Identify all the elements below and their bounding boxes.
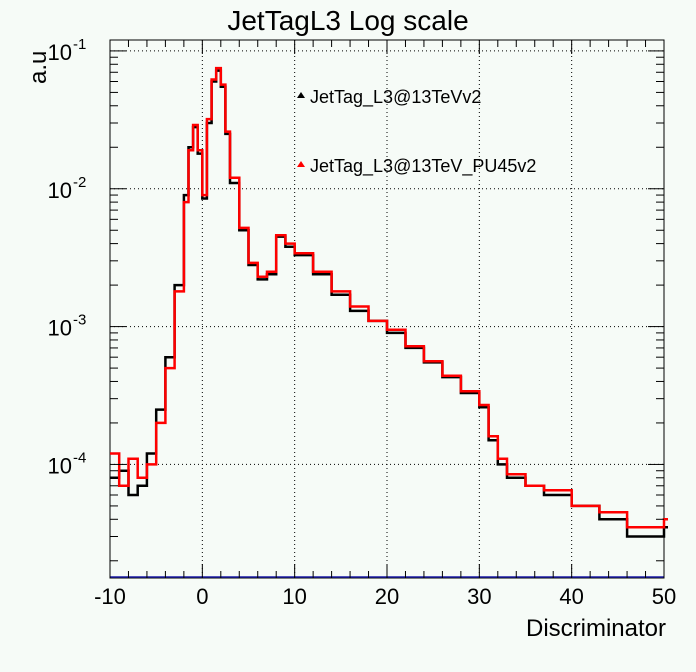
y-tick-label: 10 [48,178,72,203]
y-tick-label: 10 [48,316,72,341]
x-tick-label: 30 [467,584,491,609]
chart-title: JetTagL3 Log scale [227,5,468,36]
legend-marker-2 [297,161,305,167]
x-tick-label: 0 [196,584,208,609]
legend-label-2: JetTag_L3@13TeV_PU45v2 [310,156,536,177]
series-line-2 [110,66,668,529]
y-tick-exponent: -4 [73,449,86,466]
grid [110,40,664,578]
y-axis-label: a.u [25,51,52,84]
x-tick-label: 20 [375,584,399,609]
x-tick-label: 40 [559,584,583,609]
y-tick-exponent: -2 [73,174,86,191]
x-tick-label: 50 [652,584,676,609]
legend-marker-1 [297,92,305,98]
series-layer [110,66,668,578]
x-tick-label: -10 [94,584,126,609]
x-axis-label: Discriminator [526,615,666,642]
legend: JetTag_L3@13TeVv2 JetTag_L3@13TeV_PU45v2 [297,87,536,177]
y-tick-exponent: -1 [73,36,86,53]
x-tick-label: 10 [282,584,306,609]
legend-label-1: JetTag_L3@13TeVv2 [310,87,481,108]
series-line-1 [110,69,668,538]
y-tick-label: 10 [48,40,72,65]
y-tick-label: 10 [48,453,72,478]
y-tick-exponent: -3 [73,312,86,329]
